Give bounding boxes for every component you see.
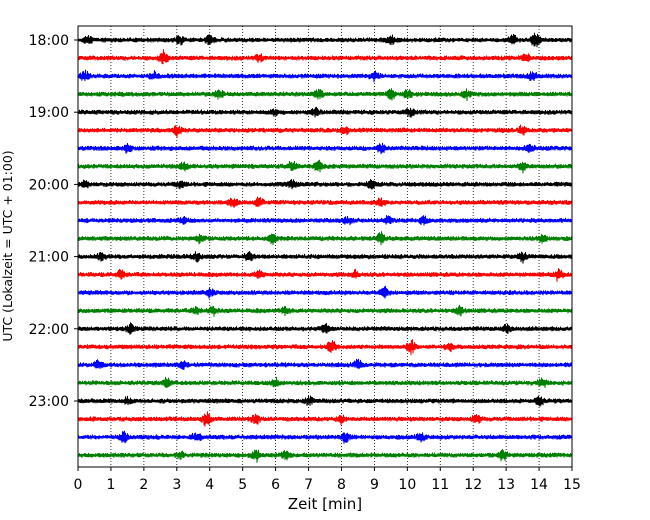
- trace-1830: [77, 69, 573, 83]
- trace-2045: [77, 231, 573, 246]
- trace-1945: [77, 159, 573, 174]
- x-tick-label-8: 8: [337, 477, 346, 493]
- seismogram-traces: [77, 32, 573, 463]
- trace-2100: [77, 251, 573, 264]
- x-tick-label-15: 15: [563, 477, 581, 493]
- trace-2030: [77, 215, 573, 226]
- trace-1845: [77, 88, 573, 101]
- trace-1930: [77, 142, 573, 155]
- x-tick-label-13: 13: [497, 477, 515, 493]
- y-axis-ticks: 18:00 19:00 20:00 21:00 22:00 23:00: [29, 33, 78, 410]
- y-tick-label-2200: 22:00: [29, 322, 69, 338]
- plot-frame: [77, 25, 573, 468]
- x-tick-label-14: 14: [530, 477, 548, 493]
- y-tick-label-1800: 18:00: [29, 33, 69, 49]
- trace-2145: [77, 304, 573, 317]
- trace-2230: [77, 358, 573, 371]
- trace-2015: [77, 196, 573, 208]
- x-axis-ticks: 0 1 2 3 4 5 6 7 8 9 10 11 12 13 14 15: [74, 467, 581, 493]
- y-tick-label-1900: 19:00: [29, 105, 69, 121]
- trace-2300: [77, 395, 573, 407]
- trace-2315: [77, 411, 573, 427]
- x-tick-label-0: 0: [74, 477, 83, 493]
- y-axis-label: UTC (Lokalzeit = UTC + 01:00): [0, 150, 15, 341]
- x-tick-label-6: 6: [271, 477, 280, 493]
- y-tick-label-2000: 20:00: [29, 177, 69, 193]
- trace-2200: [77, 322, 573, 335]
- x-tick-label-5: 5: [238, 477, 247, 493]
- trace-2330: [77, 430, 573, 444]
- trace-2245: [77, 376, 573, 388]
- x-tick-label-2: 2: [139, 477, 148, 493]
- trace-2130: [77, 285, 573, 299]
- trace-1800: [77, 32, 573, 48]
- x-tick-label-11: 11: [431, 477, 449, 493]
- trace-1915: [77, 124, 573, 139]
- trace-2000: [77, 179, 573, 190]
- y-tick-label-2300: 23:00: [29, 394, 69, 410]
- x-tick-label-10: 10: [398, 477, 416, 493]
- x-tick-label-1: 1: [106, 477, 115, 493]
- x-tick-label-3: 3: [172, 477, 181, 493]
- x-tick-label-9: 9: [370, 477, 379, 493]
- trace-1900: [77, 106, 573, 118]
- trace-2345: [77, 449, 573, 463]
- x-tick-label-7: 7: [304, 477, 313, 493]
- trace-2115: [77, 268, 573, 282]
- trace-1815: [77, 49, 573, 65]
- x-axis-label: Zeit [min]: [288, 495, 362, 513]
- x-tick-label-4: 4: [205, 477, 214, 493]
- x-tick-label-12: 12: [464, 477, 482, 493]
- y-tick-label-2100: 21:00: [29, 250, 69, 266]
- trace-2215: [77, 339, 573, 356]
